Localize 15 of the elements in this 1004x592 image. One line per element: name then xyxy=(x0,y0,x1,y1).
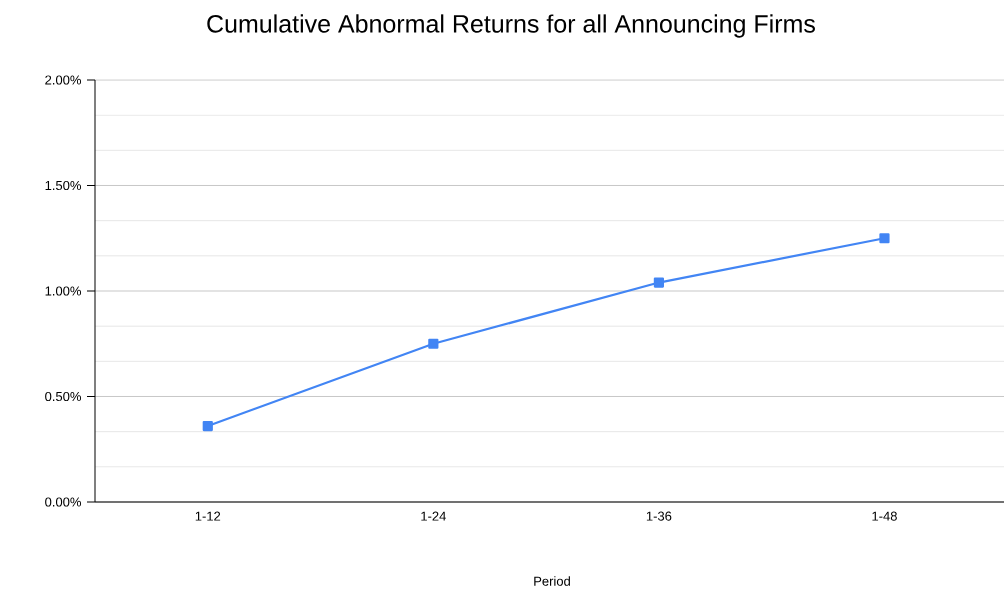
point xyxy=(202,420,213,432)
x-tick-label: 1-48 xyxy=(872,511,897,521)
y-tick-label: 1.50% xyxy=(45,180,82,191)
x-tick-label: 1-24 xyxy=(421,511,446,521)
y-tick-label: 1.00% xyxy=(45,286,82,296)
y-tick-label: 0.00% xyxy=(45,497,82,507)
y-tick-label: 0.50% xyxy=(45,391,82,402)
x-tick-label: 1-12 xyxy=(195,511,221,521)
point xyxy=(428,338,439,349)
point xyxy=(653,277,664,288)
y-tick-label: 2.00% xyxy=(45,75,82,85)
x-axis-title: Period xyxy=(534,576,570,586)
chart-title: Cumulative Abnormal Returns for all Announcing Firms xyxy=(207,14,815,38)
point xyxy=(879,233,890,244)
x-tick-label: 1-36 xyxy=(646,511,672,521)
